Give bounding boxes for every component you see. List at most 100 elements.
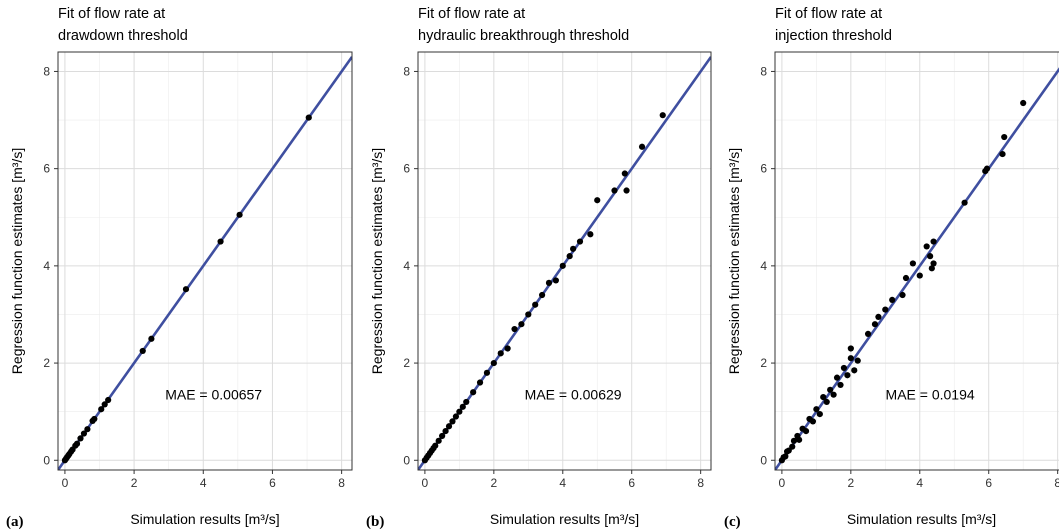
y-tick-label: 4 xyxy=(43,259,50,273)
mae-annotation: MAE = 0.0194 xyxy=(886,387,975,403)
chart-title-line-2: drawdown threshold xyxy=(58,28,188,44)
x-tick-label: 0 xyxy=(62,476,69,490)
data-point xyxy=(587,231,594,238)
data-point xyxy=(833,374,841,381)
data-point xyxy=(820,393,827,401)
data-point xyxy=(470,389,477,396)
data-point xyxy=(802,428,810,435)
y-tick-label: 0 xyxy=(760,453,767,467)
data-point xyxy=(851,367,858,374)
chart-title-line-2: injection threshold xyxy=(775,28,892,44)
data-point xyxy=(796,436,803,443)
y-tick-label: 6 xyxy=(43,162,50,176)
mae-annotation: MAE = 0.00629 xyxy=(525,387,622,403)
data-point xyxy=(659,112,666,119)
y-tick-label: 8 xyxy=(403,64,410,78)
data-point xyxy=(532,301,539,308)
data-point xyxy=(871,321,879,328)
data-point xyxy=(80,430,88,437)
y-tick-label: 4 xyxy=(403,259,410,273)
data-point xyxy=(983,165,991,172)
panel-label: (a) xyxy=(6,514,24,530)
data-point xyxy=(782,453,789,460)
data-point xyxy=(538,291,546,299)
x-tick-label: 8 xyxy=(338,476,345,490)
chart-title-line-1: Fit of flow rate at xyxy=(58,6,165,22)
x-tick-label: 0 xyxy=(422,476,429,490)
y-axis-title: Regression function estimates [m³/s] xyxy=(726,148,742,374)
data-point xyxy=(813,406,820,413)
plot-border xyxy=(774,51,1059,471)
chart-panel-3: 0 2 4 6 8 0 2 4 6 8 Fit of flow rate at injection t… xyxy=(724,6,1059,530)
data-point xyxy=(847,355,854,362)
data-point xyxy=(1020,99,1027,107)
data-point xyxy=(889,296,896,303)
chart-title-line-1: Fit of flow rate at xyxy=(775,6,882,22)
y-tick-label: 6 xyxy=(760,162,767,176)
plot-area xyxy=(775,52,1059,470)
data-point xyxy=(899,291,906,299)
data-point xyxy=(875,313,882,320)
data-point xyxy=(84,426,91,433)
panel-label: (c) xyxy=(724,514,741,530)
y-axis-title: Regression function estimates [m³/s] xyxy=(9,148,25,374)
data-point xyxy=(559,262,566,269)
y-tick-label: 8 xyxy=(43,64,50,78)
data-point xyxy=(432,442,439,449)
data-point xyxy=(105,396,112,404)
data-point xyxy=(837,381,844,389)
chart-panel-1: 0 2 4 6 8 0 2 4 6 8 Fit of flow rate at drawdown th… xyxy=(6,6,353,530)
data-point xyxy=(91,415,98,423)
y-tick-label: 4 xyxy=(760,259,767,273)
data-point xyxy=(930,238,937,245)
data-point xyxy=(77,435,84,442)
data-point xyxy=(928,265,935,272)
plot-border xyxy=(417,51,712,471)
x-tick-label: 4 xyxy=(916,476,923,490)
data-point xyxy=(182,286,190,293)
data-point xyxy=(623,187,630,194)
x-tick-label: 8 xyxy=(697,476,704,490)
x-axis-title: Simulation results [m³/s] xyxy=(490,511,639,527)
data-point xyxy=(504,345,511,352)
x-tick-label: 6 xyxy=(985,476,992,490)
data-point xyxy=(435,437,442,444)
data-point xyxy=(576,238,584,245)
data-point xyxy=(456,408,463,415)
data-point xyxy=(594,197,601,204)
data-point xyxy=(236,211,243,218)
y-tick-label: 6 xyxy=(403,162,410,176)
chart-panel-2: 0 2 4 6 8 0 2 4 6 8 Fit of flow rate at hydraulic b… xyxy=(366,6,712,530)
data-point xyxy=(445,423,453,430)
data-point xyxy=(930,260,937,267)
data-point xyxy=(518,321,525,328)
data-point xyxy=(476,379,484,386)
x-tick-label: 2 xyxy=(131,476,138,490)
y-tick-label: 0 xyxy=(403,453,410,467)
data-point xyxy=(844,372,851,379)
data-point xyxy=(217,238,224,245)
data-point xyxy=(809,418,817,425)
data-point xyxy=(490,359,497,367)
x-tick-label: 2 xyxy=(490,476,497,490)
x-tick-label: 6 xyxy=(269,476,276,490)
y-tick-label: 2 xyxy=(760,356,767,370)
data-point xyxy=(545,279,553,286)
data-point xyxy=(909,260,916,267)
x-tick-label: 4 xyxy=(559,476,566,490)
data-point xyxy=(916,272,923,279)
data-point xyxy=(882,306,889,313)
data-point xyxy=(439,432,446,440)
data-point xyxy=(823,398,830,406)
x-axis-title: Simulation results [m³/s] xyxy=(847,511,996,527)
data-point xyxy=(552,277,559,284)
x-tick-label: 6 xyxy=(628,476,635,490)
y-tick-label: 2 xyxy=(43,356,50,370)
data-point xyxy=(621,170,628,177)
data-point xyxy=(999,150,1006,158)
data-point xyxy=(840,364,848,372)
x-tick-label: 4 xyxy=(200,476,207,490)
panel-label: (b) xyxy=(366,514,384,530)
data-point xyxy=(449,418,456,425)
